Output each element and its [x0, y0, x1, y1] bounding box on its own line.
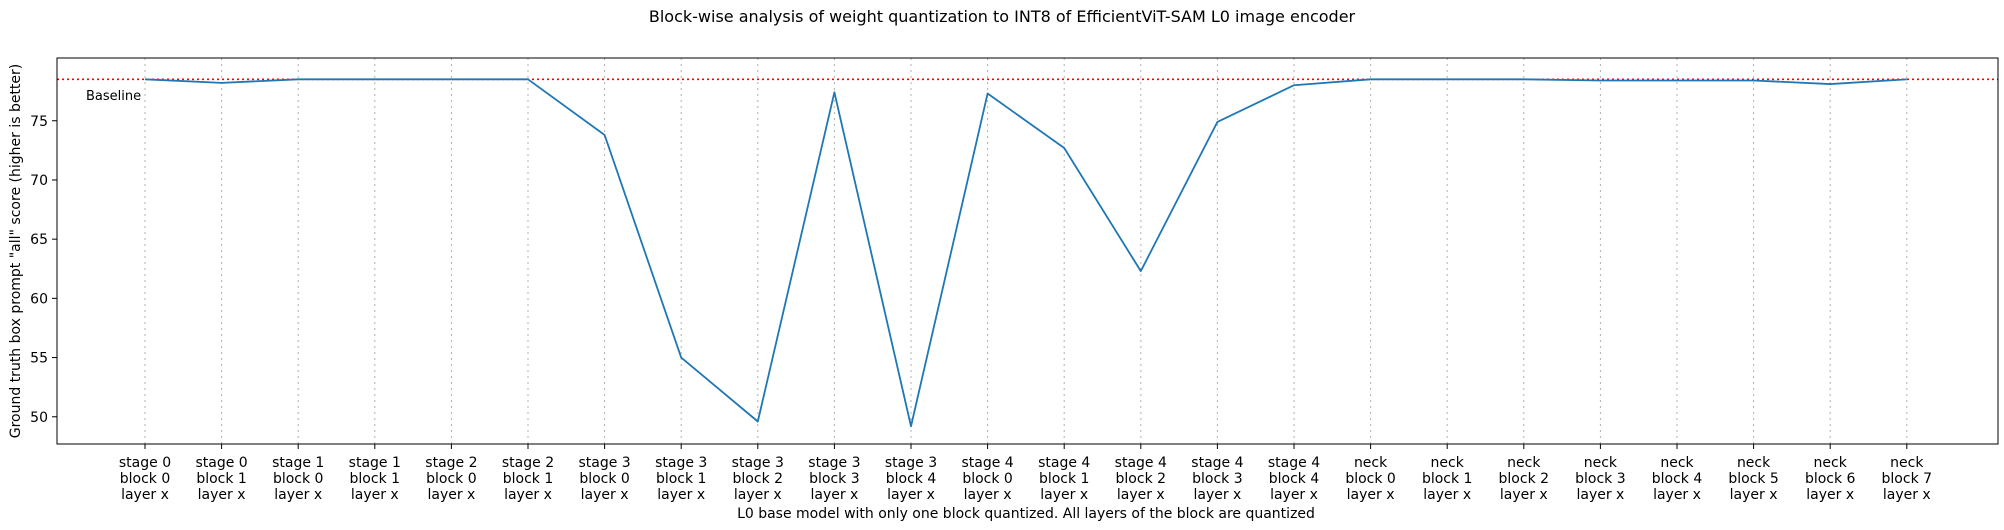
x-tick-label: stage 4 — [1191, 455, 1243, 471]
x-tick-label: block 2 — [1116, 471, 1167, 487]
x-tick-label: stage 1 — [349, 455, 401, 471]
x-tick-label: layer x — [121, 487, 169, 503]
x-tick-label: block 5 — [1728, 471, 1779, 487]
x-tick-label: block 2 — [733, 471, 784, 487]
x-tick-label: neck — [1354, 455, 1388, 471]
x-tick-label: block 1 — [196, 471, 247, 487]
x-tick-label: layer x — [274, 487, 322, 503]
x-tick-label: block 0 — [1345, 471, 1396, 487]
x-tick-label: neck — [1814, 455, 1848, 471]
x-tick-label: layer x — [810, 487, 858, 503]
x-tick-label: layer x — [198, 487, 246, 503]
x-tick-label: block 0 — [273, 471, 324, 487]
x-tick-label: stage 1 — [272, 455, 324, 471]
x-tick-label: neck — [1890, 455, 1924, 471]
x-tick-label: layer x — [1653, 487, 1701, 503]
x-tick-label: stage 0 — [119, 455, 171, 471]
x-tick-label: block 4 — [1652, 471, 1703, 487]
chart-title: Block-wise analysis of weight quantizati… — [649, 7, 1356, 26]
y-tick-label: 60 — [30, 291, 48, 307]
x-tick-label: block 0 — [579, 471, 630, 487]
x-tick-label: stage 2 — [425, 455, 477, 471]
x-tick-label: layer x — [964, 487, 1012, 503]
x-tick-label: block 0 — [426, 471, 477, 487]
x-tick-label: neck — [1737, 455, 1771, 471]
x-tick-label: layer x — [1500, 487, 1548, 503]
x-tick-label: stage 3 — [578, 455, 630, 471]
x-tick-label: stage 3 — [732, 455, 784, 471]
x-tick-label: layer x — [1730, 487, 1778, 503]
x-tick-label: layer x — [1576, 487, 1624, 503]
x-tick-label: layer x — [1040, 487, 1088, 503]
x-tick-label: stage 4 — [961, 455, 1013, 471]
x-tick-label: layer x — [734, 487, 782, 503]
x-tick-label: neck — [1660, 455, 1694, 471]
x-tick-label: stage 4 — [1115, 455, 1167, 471]
x-tick-label: layer x — [1270, 487, 1318, 503]
x-tick-label: layer x — [581, 487, 629, 503]
x-tick-label: neck — [1431, 455, 1465, 471]
x-tick-label: layer x — [504, 487, 552, 503]
x-tick-label: block 1 — [1039, 471, 1090, 487]
x-tick-label: block 2 — [1499, 471, 1550, 487]
x-tick-label: layer x — [351, 487, 399, 503]
x-tick-label: layer x — [1883, 487, 1931, 503]
x-tick-label: neck — [1507, 455, 1541, 471]
x-tick-label: layer x — [1193, 487, 1241, 503]
series-line — [144, 78, 1907, 428]
x-tick-label: stage 4 — [1038, 455, 1090, 471]
y-axis-ticks: 50 55 60 65 70 75 — [30, 114, 57, 426]
x-tick-label: block 6 — [1805, 471, 1856, 487]
y-axis-label: Ground truth box prompt "all" score (hig… — [8, 64, 24, 439]
x-axis-label: L0 base model with only one block quanti… — [737, 506, 1315, 522]
x-tick-label: stage 3 — [885, 455, 937, 471]
x-tick-label: layer x — [1347, 487, 1395, 503]
x-tick-label: block 3 — [1575, 471, 1626, 487]
y-tick-label: 70 — [30, 173, 48, 189]
x-tick-label: block 1 — [503, 471, 554, 487]
x-tick-label: layer x — [1117, 487, 1165, 503]
x-tick-label: stage 3 — [808, 455, 860, 471]
x-tick-label: block 3 — [1192, 471, 1243, 487]
y-tick-label: 55 — [30, 351, 48, 367]
series-layer — [144, 78, 1907, 428]
x-tick-label: neck — [1584, 455, 1618, 471]
x-tick-label: layer x — [657, 487, 705, 503]
x-tick-label: block 1 — [350, 471, 401, 487]
x-tick-label: block 1 — [1422, 471, 1473, 487]
x-tick-label: stage 4 — [1268, 455, 1320, 471]
x-tick-label: stage 3 — [655, 455, 707, 471]
baseline-layer: Baseline — [57, 78, 1998, 104]
x-tick-label: layer x — [1423, 487, 1471, 503]
x-tick-label: block 4 — [1269, 471, 1320, 487]
x-tick-label: block 4 — [886, 471, 937, 487]
x-tick-label: block 7 — [1882, 471, 1933, 487]
y-tick-label: 50 — [30, 410, 48, 426]
x-tick-label: block 0 — [962, 471, 1013, 487]
plot-frame — [56, 57, 1999, 445]
x-tick-label: stage 0 — [195, 455, 247, 471]
x-tick-label: stage 2 — [502, 455, 554, 471]
x-tick-label: layer x — [1806, 487, 1854, 503]
x-tick-label: layer x — [427, 487, 475, 503]
x-tick-label: block 3 — [809, 471, 860, 487]
x-tick-label: block 1 — [656, 471, 707, 487]
y-tick-label: 65 — [30, 232, 48, 248]
baseline-label: Baseline — [86, 89, 141, 104]
y-tick-label: 75 — [30, 114, 48, 130]
grid-layer — [144, 58, 1908, 444]
x-tick-label: layer x — [887, 487, 935, 503]
x-tick-label: block 0 — [120, 471, 171, 487]
